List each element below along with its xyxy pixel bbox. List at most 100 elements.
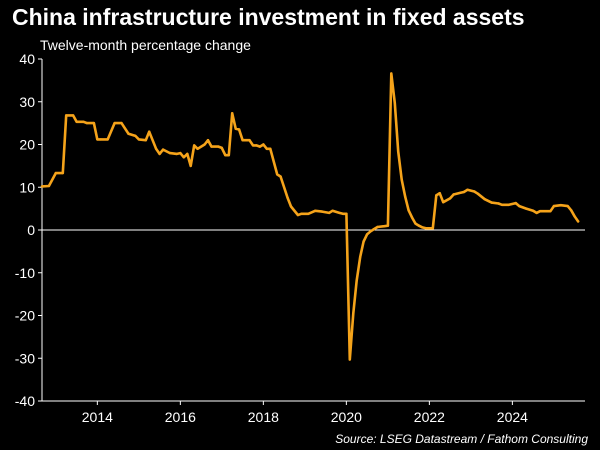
- data-point: [227, 154, 230, 157]
- data-point: [383, 225, 386, 228]
- data-point: [279, 175, 282, 178]
- data-point: [414, 222, 417, 225]
- data-point: [206, 139, 210, 142]
- data-point: [576, 220, 580, 223]
- data-point: [514, 201, 517, 205]
- data-point: [61, 171, 64, 175]
- y-tick-label: 30: [19, 94, 35, 110]
- data-point: [296, 213, 300, 217]
- data-point: [148, 130, 151, 133]
- data-point: [525, 207, 528, 210]
- y-tick-label: -30: [15, 350, 35, 366]
- data-point: [234, 127, 237, 130]
- data-point: [404, 195, 407, 198]
- data-point: [507, 203, 511, 206]
- data-points: [40, 72, 580, 361]
- data-point: [82, 120, 85, 124]
- data-point: [421, 226, 424, 229]
- data-point: [168, 151, 172, 155]
- y-tick-label: -20: [15, 308, 35, 324]
- data-point: [369, 230, 372, 233]
- data-point: [231, 112, 234, 115]
- data-point: [417, 224, 421, 227]
- x-tick-label: 2022: [414, 409, 445, 425]
- x-tick-label: 2016: [165, 409, 196, 425]
- data-point: [400, 178, 403, 181]
- data-point: [92, 121, 96, 125]
- data-point: [241, 139, 244, 142]
- data-point: [244, 139, 248, 142]
- data-point: [85, 121, 89, 125]
- data-point: [40, 185, 44, 188]
- data-point: [559, 204, 562, 207]
- data-point: [459, 191, 462, 194]
- data-point: [390, 72, 393, 75]
- data-point: [545, 210, 549, 213]
- data-point: [106, 138, 109, 141]
- data-point: [473, 190, 476, 193]
- y-tick-label: 10: [19, 179, 35, 195]
- data-point: [431, 227, 434, 230]
- data-point: [161, 148, 165, 151]
- data-point: [570, 209, 573, 212]
- y-tick-label: -40: [15, 393, 35, 409]
- data-point: [251, 144, 255, 147]
- data-point: [127, 132, 130, 135]
- data-point: [435, 194, 438, 197]
- data-point: [500, 203, 504, 206]
- y-tick-label: -10: [15, 265, 35, 281]
- data-point: [535, 211, 538, 215]
- data-point: [276, 173, 279, 176]
- data-point: [365, 233, 369, 236]
- data-point: [224, 154, 227, 157]
- data-point: [137, 138, 140, 141]
- data-point: [54, 171, 57, 175]
- data-point: [210, 145, 213, 148]
- data-point: [338, 211, 341, 215]
- data-point: [189, 164, 192, 168]
- x-tick-label: 2020: [331, 409, 362, 425]
- data-point: [448, 197, 452, 200]
- source-note: Source: LSEG Datastream / Fathom Consult…: [335, 432, 588, 446]
- data-point: [376, 225, 379, 229]
- data-point: [262, 143, 265, 146]
- x-tick-label: 2018: [248, 409, 279, 425]
- data-point: [96, 138, 99, 141]
- data-point: [113, 121, 116, 125]
- data-point: [348, 358, 351, 361]
- data-point: [386, 224, 390, 227]
- x-tick-label: 2014: [82, 409, 113, 425]
- data-point: [269, 147, 272, 150]
- data-point: [255, 144, 258, 147]
- data-point: [248, 139, 251, 142]
- data-point: [289, 205, 293, 208]
- data-point: [352, 312, 355, 315]
- y-tick-label: 20: [19, 137, 35, 153]
- data-point: [393, 101, 396, 105]
- data-point: [237, 128, 241, 131]
- y-axis-ticks: -40 -30 -20 -10 0 10 20 30 40: [15, 51, 42, 409]
- data-point: [518, 204, 521, 208]
- data-point: [407, 209, 410, 212]
- data-point: [320, 210, 324, 213]
- data-point: [175, 152, 179, 156]
- data-point: [355, 279, 358, 282]
- data-point: [258, 145, 262, 148]
- data-point: [314, 209, 317, 212]
- data-point: [65, 114, 68, 117]
- chart-title: China infrastructure investment in fixed…: [12, 4, 525, 30]
- data-point: [573, 215, 576, 218]
- data-point: [452, 193, 455, 196]
- data-point: [359, 255, 362, 259]
- data-point: [438, 192, 441, 195]
- data-point: [196, 147, 199, 150]
- data-point: [327, 211, 331, 215]
- data-point: [552, 204, 556, 208]
- x-axis-ticks: 2014 2016 2018 2020 2022 2024: [82, 401, 528, 425]
- data-point: [179, 151, 182, 155]
- data-point: [220, 146, 223, 150]
- data-point: [265, 147, 268, 150]
- data-point: [345, 212, 348, 215]
- data-point: [286, 196, 289, 200]
